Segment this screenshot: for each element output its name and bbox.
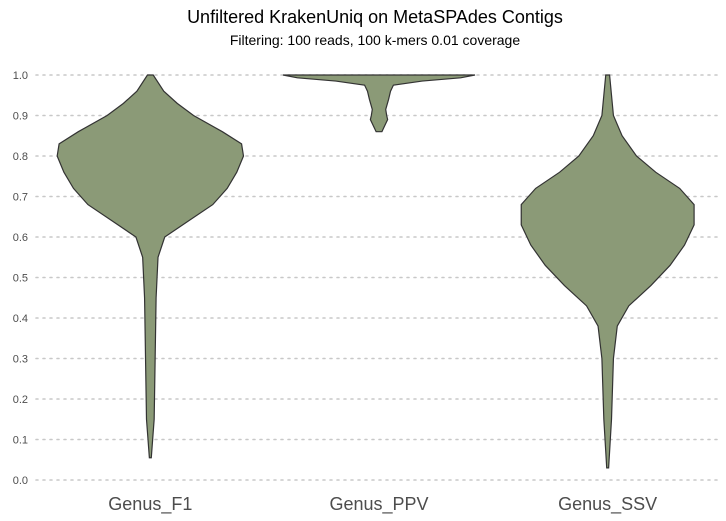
y-tick-label: 0.6 bbox=[13, 232, 28, 244]
y-tick-label: 0.9 bbox=[13, 111, 28, 123]
y-axis-ticks: 0.0 0.1 0.2 0.3 0.4 0.5 0.6 0.7 0.8 0.9 1.0 bbox=[13, 70, 28, 487]
violin-genus-ssv bbox=[520, 74, 695, 469]
y-tick-label: 0.1 bbox=[13, 435, 28, 447]
chart-subtitle: Filtering: 100 reads, 100 k-mers 0.01 co… bbox=[230, 32, 520, 48]
y-tick-label: 0.8 bbox=[13, 151, 28, 163]
violin-genus-ppv bbox=[282, 74, 476, 133]
y-tick-label: 0.0 bbox=[13, 475, 28, 487]
x-tick-label: Genus_PPV bbox=[329, 494, 428, 515]
x-tick-label: Genus_F1 bbox=[108, 494, 192, 515]
chart-title: Unfiltered KrakenUniq on MetaSPAdes Cont… bbox=[187, 7, 563, 27]
y-tick-label: 0.2 bbox=[13, 394, 28, 406]
y-tick-label: 1.0 bbox=[13, 70, 28, 82]
x-axis-ticks: Genus_F1 Genus_PPV Genus_SSV bbox=[108, 494, 657, 515]
violin-genus-f1 bbox=[56, 74, 245, 459]
y-tick-label: 0.5 bbox=[13, 273, 28, 285]
violins bbox=[56, 74, 695, 469]
x-tick-label: Genus_SSV bbox=[558, 494, 657, 515]
y-tick-label: 0.7 bbox=[13, 192, 28, 204]
y-tick-label: 0.3 bbox=[13, 354, 28, 366]
y-tick-label: 0.4 bbox=[13, 313, 28, 325]
